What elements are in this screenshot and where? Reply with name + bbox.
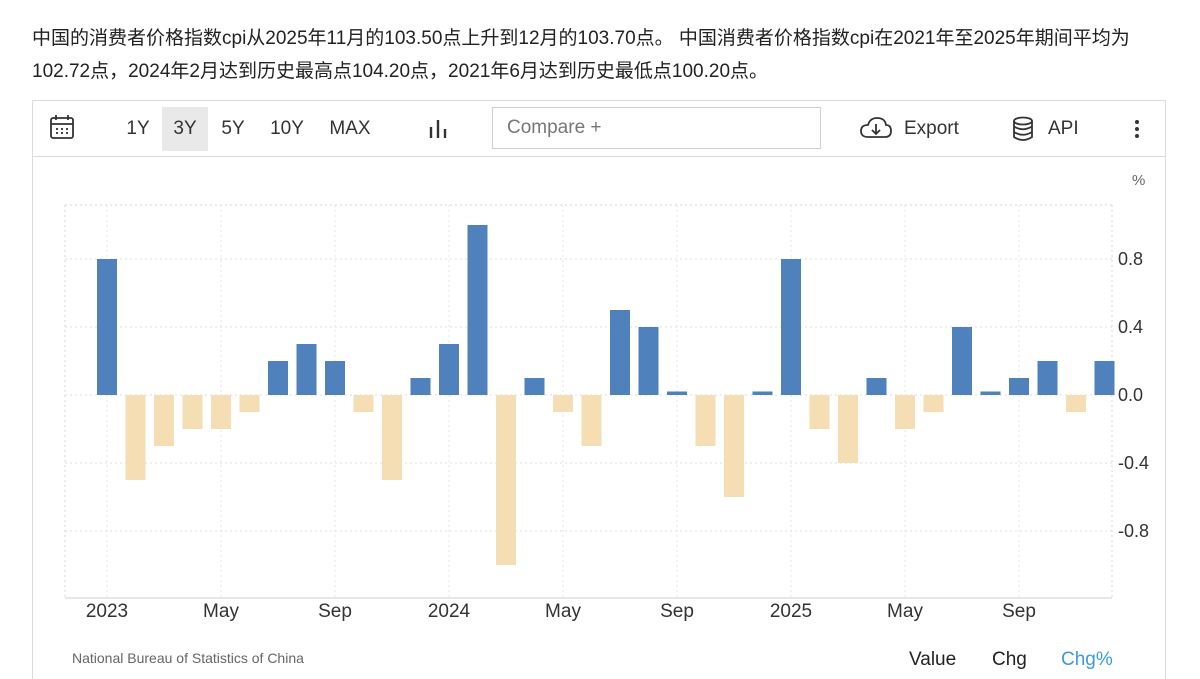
bar-2024-01[interactable] [439, 344, 459, 395]
x-tick-label: Sep [318, 601, 352, 622]
cloud-download-icon [860, 117, 892, 138]
bar-2023-07[interactable] [268, 361, 288, 395]
api-label: API [1048, 118, 1079, 139]
bar-2025-10[interactable] [1037, 361, 1058, 395]
calendar-icon[interactable] [47, 107, 77, 151]
bar-2024-12[interactable] [752, 391, 773, 396]
bar-2024-11[interactable] [724, 395, 744, 497]
bar-2025-09[interactable] [1009, 378, 1029, 395]
range-5y-button[interactable]: 5Y [221, 118, 245, 139]
range-max-button[interactable]: MAX [329, 118, 371, 139]
bar-2025-03[interactable] [838, 395, 858, 463]
bar-2023-02[interactable] [125, 395, 146, 480]
mode-chg-percent-button[interactable]: Chg% [1061, 649, 1113, 670]
range-3y-button[interactable]: 3Y [162, 107, 208, 151]
mode-value-button[interactable]: Value [909, 649, 957, 670]
bar-2024-02[interactable] [467, 225, 488, 395]
chart-panel: 1Y 3Y 5Y 10Y MAX Compare + Export [32, 100, 1166, 679]
bar-2025-05[interactable] [895, 395, 915, 429]
bar-2025-02[interactable] [809, 395, 830, 429]
x-tick-label: 2024 [428, 601, 471, 622]
unit-label: % [1132, 172, 1145, 189]
x-tick-label: 2025 [770, 601, 812, 622]
y-tick-label: -0.4 [1118, 453, 1149, 473]
range-10y-button[interactable]: 10Y [270, 118, 304, 139]
export-label: Export [904, 118, 959, 139]
bar-2023-04[interactable] [182, 395, 203, 429]
bar-2023-12[interactable] [410, 378, 431, 395]
chart-toolbar: 1Y 3Y 5Y 10Y MAX Compare + Export [33, 101, 1165, 157]
bar-2025-04[interactable] [866, 378, 887, 395]
y-axis: 0.8 0.4 0.0 -0.4 -0.8 [1118, 249, 1149, 541]
headline-text: 中国的消费者价格指数cpi从2025年11月的103.50点上升到12月的103… [32, 28, 1130, 82]
x-tick-label: Sep [1002, 601, 1036, 622]
bar-2024-06[interactable] [581, 395, 602, 446]
bar-2023-10[interactable] [353, 395, 374, 412]
compare-input[interactable]: Compare + [492, 107, 821, 149]
bar-2025-08[interactable] [980, 391, 1001, 396]
x-tick-label: May [887, 601, 923, 622]
bar-2023-05[interactable] [211, 395, 231, 429]
y-tick-label: 0.0 [1118, 385, 1143, 405]
more-vertical-icon[interactable] [1127, 107, 1147, 151]
y-tick-label: 0.4 [1118, 317, 1143, 337]
api-button[interactable]: API [1011, 107, 1087, 151]
bar-2024-08[interactable] [638, 327, 659, 395]
bar-2024-03[interactable] [496, 395, 516, 565]
export-button[interactable]: Export [859, 107, 971, 151]
x-tick-label: Sep [660, 601, 694, 622]
bar-2023-03[interactable] [154, 395, 174, 446]
bar-2025-12[interactable] [1094, 361, 1115, 395]
mode-chg-button[interactable]: Chg [992, 649, 1027, 670]
bar-2023-08[interactable] [296, 344, 317, 395]
x-axis: 2023 May Sep 2024 May Sep 2025 May Sep [86, 601, 1036, 622]
bar-2023-09[interactable] [325, 361, 345, 395]
bar-2024-10[interactable] [695, 395, 716, 446]
bar-series [97, 225, 1115, 565]
bar-chart-icon[interactable] [425, 107, 451, 151]
source-text: National Bureau of Statistics of China [72, 650, 304, 666]
range-1y-button[interactable]: 1Y [126, 118, 150, 139]
x-tick-label: 2023 [86, 601, 128, 622]
bar-2025-06[interactable] [923, 395, 944, 412]
bar-2025-01[interactable] [781, 259, 801, 395]
database-icon [1013, 116, 1033, 141]
bar-2023-01[interactable] [97, 259, 117, 395]
bar-2024-04[interactable] [524, 378, 545, 395]
y-tick-label: -0.8 [1118, 521, 1149, 541]
bar-2025-11[interactable] [1066, 395, 1086, 412]
y-tick-label: 0.8 [1118, 249, 1143, 269]
bar-2025-07[interactable] [952, 327, 972, 395]
bar-2023-11[interactable] [382, 395, 402, 480]
x-tick-label: May [545, 601, 581, 622]
bar-2024-05[interactable] [553, 395, 573, 412]
bar-2023-06[interactable] [239, 395, 260, 412]
bar-2024-07[interactable] [610, 310, 630, 395]
bar-2024-09[interactable] [667, 391, 687, 396]
x-tick-label: May [203, 601, 239, 622]
